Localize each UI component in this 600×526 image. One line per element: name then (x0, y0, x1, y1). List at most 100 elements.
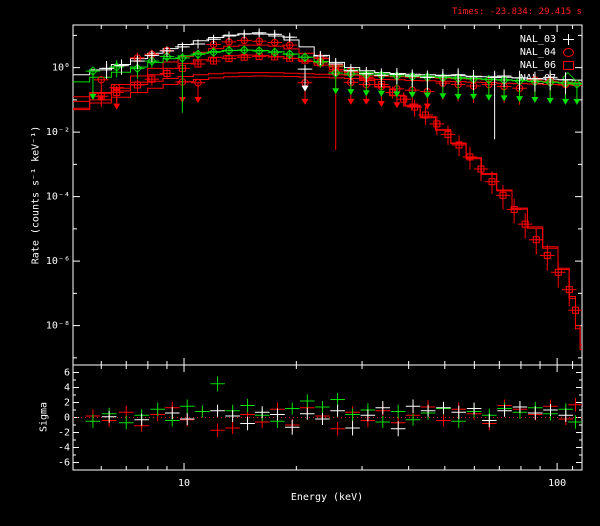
marker-square (400, 95, 408, 103)
marker-diamond (484, 74, 494, 85)
marker-square (210, 57, 218, 65)
upper-limit-arrow (377, 101, 385, 108)
marker-square (422, 111, 430, 119)
marker-square (466, 153, 474, 161)
marker-diamond (330, 68, 341, 78)
marker-circle (286, 41, 294, 49)
marker-square (499, 191, 507, 199)
y-axis-label-rate: Rate (counts s⁻¹ keV⁻¹) (30, 125, 42, 265)
upper-limit-arrow (301, 98, 309, 105)
upper-limit-arrow (393, 102, 401, 109)
chart-title: Times: -23.834: 29.415 s (451, 7, 583, 17)
marker-square (148, 75, 156, 83)
data-series (85, 28, 582, 329)
legend-label: NAL_06 (519, 60, 556, 71)
upper-limit-arrow (423, 92, 431, 99)
sigma-y-tick-label: 0 (64, 413, 70, 424)
legend-item-nal03: NAL_03 (420, 33, 588, 46)
marker-circle (97, 76, 105, 84)
marker-square (444, 130, 452, 138)
marker-diamond (193, 49, 203, 59)
marker-diamond (177, 53, 188, 63)
marker-diamond (88, 66, 98, 76)
sigma-y-tick-label: 4 (64, 383, 70, 394)
upper-limit-arrow (485, 94, 493, 101)
marker-diamond (162, 51, 172, 62)
main-y-tick-label: 10⁻⁶ (46, 256, 70, 267)
series-NAL_03 (99, 28, 573, 140)
legend-label: NAL_03 (519, 34, 556, 45)
marker-diamond (572, 79, 582, 89)
marker-square (477, 165, 485, 173)
marker-diamond (300, 52, 310, 62)
marker-circle (270, 38, 279, 47)
upper-limit-arrow (546, 97, 554, 104)
x-axis-ticks: 10 100 (100, 25, 574, 489)
main-y-tick-label: 10⁰ (52, 63, 70, 74)
upper-limit-arrow (194, 97, 202, 104)
series-NAL_07_sigma (85, 376, 582, 430)
upper-limit-arrow (454, 93, 462, 100)
model-NAL_06_model (73, 54, 582, 351)
marker-diamond (285, 49, 295, 59)
marker-square (510, 205, 518, 213)
x-tick-label: 100 (548, 478, 566, 489)
marker-square (521, 220, 529, 228)
upper-limit-arrow (561, 98, 569, 105)
x-axis-label-energy: Energy (keV) (290, 492, 364, 503)
square-marker-icon (563, 61, 574, 70)
upper-limit-arrow (97, 95, 105, 102)
series-NAL_04_sigma (85, 398, 582, 437)
y-axis-label-sigma: Sigma (38, 401, 50, 433)
upper-limit-arrow (408, 91, 416, 98)
upper-limit-arrow (362, 90, 370, 97)
marker-circle (194, 79, 202, 87)
upper-limit-arrow (470, 93, 478, 100)
marker-square (554, 268, 562, 276)
marker-diamond (315, 57, 326, 67)
sigma-y-tick-label: -2 (58, 428, 70, 439)
upper-limit-arrow (531, 97, 539, 104)
series-NAL_06 (93, 53, 582, 329)
marker-diamond (224, 45, 234, 56)
marker-square (571, 306, 579, 314)
marker-diamond (132, 63, 143, 74)
marker-square (194, 60, 202, 68)
upper-limit-arrow (423, 103, 431, 110)
x-tick-label: 10 (178, 478, 190, 489)
upper-limit-arrow (516, 96, 524, 103)
marker-circle (255, 37, 263, 45)
marker-square (532, 236, 540, 244)
circle-marker-icon (563, 48, 574, 57)
residuals (73, 376, 582, 437)
marker-square (225, 55, 233, 63)
upper-limit-arrow (377, 90, 385, 97)
upper-limit-arrow (347, 98, 355, 105)
sigma-y-tick-label: 2 (64, 398, 70, 409)
marker-square (433, 120, 441, 128)
marker-square (543, 251, 551, 259)
upper-limit-arrow (347, 89, 355, 96)
main-y-tick-label: 10⁻² (46, 127, 70, 138)
marker-diamond (269, 47, 280, 57)
legend-label: NAL_04 (519, 47, 556, 58)
marker-square (163, 69, 171, 77)
upper-limit-arrow (408, 103, 416, 110)
marker-diamond (147, 56, 157, 66)
series-NAL_03_sigma (101, 399, 574, 437)
marker-square (488, 178, 496, 186)
marker-square (565, 286, 573, 294)
upper-limit-arrow (113, 103, 121, 110)
upper-limit-arrow (301, 85, 309, 92)
main-y-axis-ticks: 10⁰ 10⁻² 10⁻⁴ 10⁻⁶ 10⁻⁸ (46, 34, 582, 359)
marker-square (133, 81, 141, 89)
upper-limit-arrow (362, 98, 370, 105)
upper-limit-arrow (573, 98, 581, 105)
marker-diamond (239, 45, 249, 55)
main-y-tick-label: 10⁻⁴ (46, 192, 70, 203)
main-y-tick-label: 10⁻⁸ (46, 321, 70, 332)
upper-limit-arrow (393, 91, 401, 98)
marker-square (455, 141, 463, 149)
